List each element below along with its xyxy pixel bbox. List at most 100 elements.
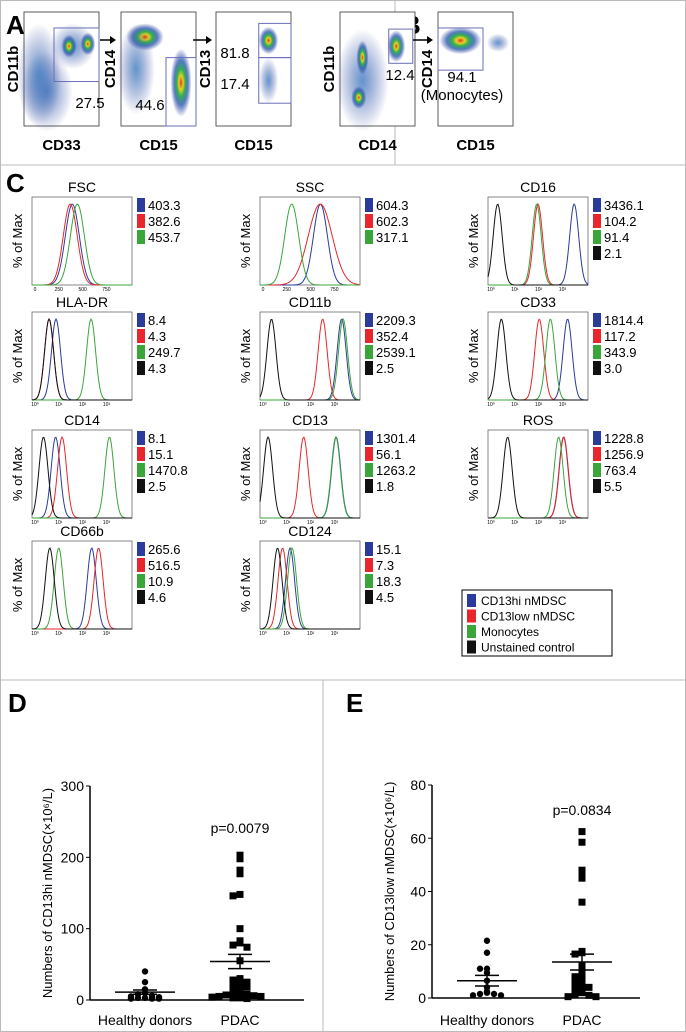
y-axis-label: Numbers of CD13low nMDSC(×10⁶/L) xyxy=(382,782,397,1002)
histogram-curve xyxy=(31,547,132,630)
mfi-value: 2.5 xyxy=(148,479,166,494)
data-point xyxy=(127,995,135,1002)
x-tick-label: 10⁰ xyxy=(31,402,39,408)
dot-plot: 81.8 17.4 CD15 CD13 xyxy=(197,11,292,154)
cell-population xyxy=(117,23,155,115)
data-point xyxy=(243,983,251,991)
x-tick-label: 10¹ xyxy=(283,402,291,408)
gate xyxy=(258,57,292,104)
x-tick-label: 10¹ xyxy=(283,631,291,637)
mfi-value: 8.4 xyxy=(148,313,166,328)
mfi-value: 1470.8 xyxy=(148,463,188,478)
mfi-value: 1256.9 xyxy=(604,447,644,462)
y-axis-label: % of Max xyxy=(466,213,481,268)
legend-swatch xyxy=(137,361,145,375)
data-point xyxy=(236,925,244,933)
data-point xyxy=(571,973,579,981)
data-point xyxy=(236,980,244,988)
legend-swatch xyxy=(365,463,373,477)
histogram-title: CD33 xyxy=(520,294,556,310)
histogram-title: SSC xyxy=(296,179,325,195)
histogram-title: FSC xyxy=(68,179,96,195)
mfi-value: 8.1 xyxy=(148,431,166,446)
legend-swatch xyxy=(365,542,373,556)
data-point xyxy=(148,995,156,1002)
legend-entry: CD13hi nMDSC xyxy=(481,594,567,608)
legend-swatch xyxy=(467,625,476,638)
x-tick-label: 10³ xyxy=(103,520,111,526)
data-point xyxy=(490,990,498,998)
data-point xyxy=(483,969,491,976)
legend-swatch xyxy=(137,590,145,604)
data-point xyxy=(571,982,579,990)
x-axis-label: CD14 xyxy=(358,137,397,154)
arrowhead xyxy=(206,36,212,44)
legend-swatch xyxy=(593,447,601,461)
x-tick-label: 10¹ xyxy=(511,520,519,526)
cell-population xyxy=(387,30,406,63)
gate-percentage: 81.8 xyxy=(220,45,249,62)
data-point xyxy=(236,855,244,863)
x-tick-label: 250 xyxy=(55,287,64,293)
legend-swatch xyxy=(593,230,601,244)
x-tick-label: 10³ xyxy=(331,402,339,408)
data-point xyxy=(229,892,237,900)
legend-swatch xyxy=(365,345,373,359)
legend-swatch xyxy=(137,447,145,461)
x-tick-label: 10¹ xyxy=(511,287,519,293)
mfi-value: 382.6 xyxy=(148,214,181,229)
y-axis-label: % of Max xyxy=(10,446,25,501)
x-tick-label: PDAC xyxy=(221,1012,260,1028)
legend-swatch xyxy=(365,313,373,327)
mfi-value: 3436.1 xyxy=(604,198,644,213)
legend-swatch xyxy=(137,574,145,588)
data-point xyxy=(585,991,593,999)
data-point xyxy=(134,994,142,1002)
legend-swatch xyxy=(593,198,601,212)
legend-entry: Monocytes xyxy=(481,625,539,639)
mfi-value: 4.5 xyxy=(376,590,394,605)
x-tick-label: 750 xyxy=(102,287,111,293)
histogram-curve xyxy=(487,318,588,401)
mfi-value: 56.1 xyxy=(376,447,401,462)
x-tick-label: 10³ xyxy=(103,402,111,408)
data-point xyxy=(571,990,579,998)
data-point xyxy=(564,993,572,1001)
legend-swatch xyxy=(137,463,145,477)
data-point xyxy=(578,949,586,957)
mfi-value: 2.1 xyxy=(604,246,622,261)
x-tick-label: 10¹ xyxy=(283,520,291,526)
data-point xyxy=(208,993,216,1001)
gate-percentage: 94.1 xyxy=(447,69,476,86)
legend-swatch xyxy=(365,590,373,604)
data-point xyxy=(141,994,149,1002)
gate-percentage: 44.6 xyxy=(135,97,164,114)
cell-population xyxy=(486,33,510,52)
dot-plot: 27.5 CD33 CD11b xyxy=(5,11,105,154)
legend-swatch xyxy=(137,558,145,572)
data-point xyxy=(222,991,230,999)
x-tick-label: 10⁰ xyxy=(487,287,495,293)
legend-swatch xyxy=(365,574,373,588)
mfi-value: 2.5 xyxy=(376,361,394,376)
legend-swatch xyxy=(365,329,373,343)
y-tick-label: 40 xyxy=(410,884,426,900)
x-tick-label: Healthy donors xyxy=(98,1012,192,1028)
mfi-value: 10.9 xyxy=(148,574,173,589)
histogram-title: CD66b xyxy=(60,523,104,539)
y-axis-label: Numbers of CD13hi nMDSC(×10⁶/L) xyxy=(40,788,55,998)
x-tick-label: 10³ xyxy=(559,287,567,293)
y-axis-label: % of Max xyxy=(10,213,25,268)
data-point xyxy=(229,982,237,990)
p-value: p=0.0079 xyxy=(211,820,270,836)
data-point xyxy=(215,992,223,1000)
legend-swatch xyxy=(137,329,145,343)
gate-percentage: 12.4 xyxy=(385,67,414,84)
histogram-curve xyxy=(259,318,360,401)
legend-swatch xyxy=(137,431,145,445)
panel-label: A xyxy=(6,10,25,40)
mfi-value: 4.3 xyxy=(148,361,166,376)
legend-swatch xyxy=(137,313,145,327)
